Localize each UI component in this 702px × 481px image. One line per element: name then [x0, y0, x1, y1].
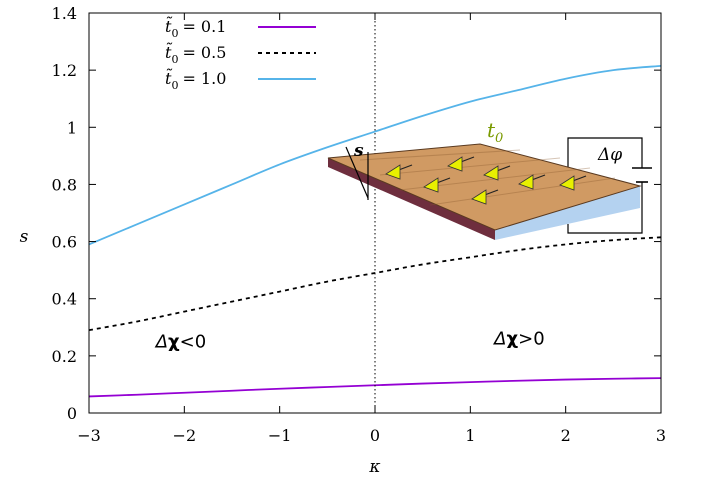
- slab-top-face: [327, 143, 642, 231]
- circuit-wire: [567, 137, 643, 234]
- x-tick-label: 1: [465, 426, 475, 445]
- legend-value: = 0.1: [182, 17, 226, 36]
- t0-subscript: 0: [495, 131, 503, 146]
- y-tick-label: 0.8: [52, 175, 77, 194]
- spin-arrow: [385, 164, 413, 180]
- annotation-chi: χ: [168, 332, 180, 353]
- legend-label-2: t̃0 = 1.0: [165, 68, 226, 92]
- legend-subscript: 0: [171, 53, 178, 66]
- y-tick-label: 0.6: [52, 233, 77, 252]
- x-tick-label: 2: [561, 426, 571, 445]
- y-tick-label: 1.4: [52, 4, 77, 23]
- legend-value: = 0.5: [182, 43, 226, 62]
- legend-value: = 1.0: [182, 69, 226, 88]
- series-line-1: [88, 236, 662, 332]
- slab-side-face: [495, 186, 640, 240]
- y-tick-label: 1.2: [52, 61, 77, 80]
- t0-symbol: t: [487, 118, 496, 142]
- legend: t̃0 = 0.1t̃0 = 0.5t̃0 = 1.0: [165, 16, 316, 92]
- legend-label-1: t̃0 = 0.5: [165, 42, 226, 66]
- spin-arrow: [447, 156, 475, 172]
- legend-symbol: t̃: [165, 68, 173, 88]
- spin-arrow: [559, 175, 587, 191]
- annotation-rest: >0: [518, 329, 545, 350]
- annotation-delta: Δ: [154, 332, 168, 353]
- y-tick-label: 0.2: [52, 347, 77, 366]
- x-tick-label: −2: [173, 426, 197, 445]
- spin-arrow: [483, 165, 511, 181]
- legend-label-0: t̃0 = 0.1: [165, 16, 226, 40]
- legend-symbol: t̃: [165, 16, 173, 36]
- spin-arrows: [385, 156, 587, 205]
- legend-subscript: 0: [171, 79, 178, 92]
- voltage-label: Δφ: [597, 145, 622, 165]
- inset-illustration: s t0 Δφ: [327, 118, 652, 240]
- y-axis-title: s: [20, 227, 29, 247]
- x-tick-label: −3: [77, 426, 101, 445]
- x-axis-title: κ: [368, 457, 380, 477]
- angle-line-tilted: [345, 146, 369, 199]
- annotation-chi: χ: [506, 329, 518, 350]
- spin-arrow: [423, 177, 451, 193]
- annotation-delta-chi-negative: Δχ<0: [154, 332, 207, 353]
- annotation-delta: Δ: [492, 329, 506, 350]
- x-tick-label: 0: [370, 426, 380, 445]
- top-label-t0: t0: [487, 118, 503, 146]
- y-tick-label: 1: [67, 118, 77, 137]
- x-tick-label: −1: [268, 426, 292, 445]
- legend-subscript: 0: [171, 27, 178, 40]
- y-tick-label: 0: [67, 404, 77, 423]
- annotation-rest: <0: [180, 332, 207, 353]
- spin-arrow: [518, 174, 546, 190]
- slab-front-face: [328, 158, 495, 240]
- annotation-delta-chi-positive: Δχ>0: [492, 329, 544, 350]
- angle-label-s: s: [353, 141, 364, 161]
- x-tick-label: 3: [656, 426, 666, 445]
- y-tick-label: 0.4: [52, 290, 77, 309]
- spin-arrow: [471, 189, 499, 205]
- legend-symbol: t̃: [165, 42, 173, 62]
- series-line-2: [88, 64, 662, 246]
- ticks: −3 −2 −1 0 1 2 3 0 0.2 0.4 0.6 0.8 1 1.2 1.4: [52, 4, 667, 445]
